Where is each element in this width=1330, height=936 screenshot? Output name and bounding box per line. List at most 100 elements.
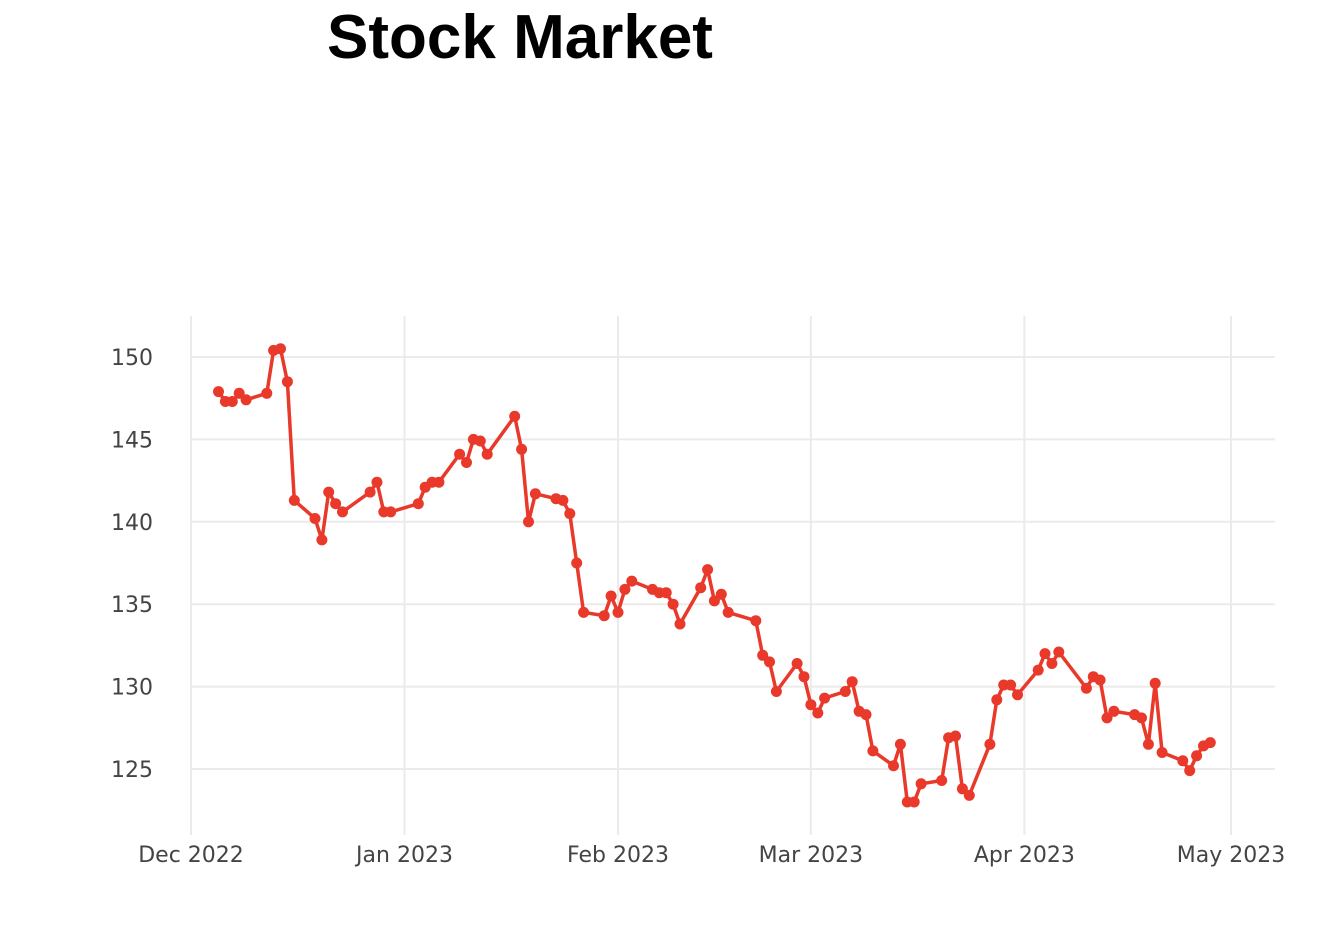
data-point[interactable] <box>956 783 968 795</box>
data-point[interactable] <box>281 376 293 388</box>
data-point[interactable] <box>750 615 762 627</box>
data-point[interactable] <box>908 796 920 808</box>
data-point[interactable] <box>757 649 769 661</box>
data-point[interactable] <box>288 494 300 506</box>
x-tick-label: Dec 2022 <box>138 843 244 868</box>
data-point[interactable] <box>385 506 397 518</box>
data-point[interactable] <box>523 516 534 528</box>
data-point[interactable] <box>963 789 975 801</box>
data-point[interactable] <box>770 686 782 697</box>
data-point[interactable] <box>1184 765 1196 777</box>
x-tick-label: Mar 2023 <box>759 843 864 868</box>
data-point[interactable] <box>1005 679 1017 691</box>
data-point[interactable] <box>619 583 631 595</box>
data-point[interactable] <box>867 745 879 757</box>
data-point[interactable] <box>412 498 424 510</box>
data-point[interactable] <box>936 775 948 786</box>
data-point[interactable] <box>371 476 383 488</box>
data-point[interactable] <box>1149 677 1161 689</box>
data-point[interactable] <box>578 606 590 618</box>
data-point[interactable] <box>316 534 328 546</box>
data-point[interactable] <box>950 730 961 742</box>
data-point[interactable] <box>330 498 342 510</box>
data-point[interactable] <box>1101 712 1113 724</box>
data-point[interactable] <box>1094 674 1106 686</box>
data-point[interactable] <box>226 396 238 407</box>
data-point[interactable] <box>1177 755 1189 767</box>
data-point[interactable] <box>1032 664 1044 676</box>
data-point[interactable] <box>481 448 493 460</box>
data-point[interactable] <box>433 476 445 488</box>
data-point[interactable] <box>819 692 831 704</box>
y-tick-label: 140 <box>111 511 153 536</box>
y-tick-label: 145 <box>111 428 153 453</box>
series-layer <box>213 343 1216 808</box>
data-point[interactable] <box>1080 682 1092 694</box>
data-point[interactable] <box>894 738 906 750</box>
data-point[interactable] <box>364 486 376 498</box>
data-point[interactable] <box>1156 747 1168 758</box>
y-tick-label: 125 <box>111 758 153 783</box>
data-point[interactable] <box>846 676 858 688</box>
data-point[interactable] <box>516 443 528 455</box>
data-point[interactable] <box>984 738 996 750</box>
data-point[interactable] <box>708 595 720 607</box>
data-point[interactable] <box>791 658 803 669</box>
data-point[interactable] <box>1046 658 1058 669</box>
data-point[interactable] <box>598 610 610 622</box>
data-point[interactable] <box>888 760 899 772</box>
y-tick-label: 150 <box>111 346 153 371</box>
data-point[interactable] <box>529 488 541 500</box>
data-point[interactable] <box>309 513 321 524</box>
data-point[interactable] <box>261 387 273 399</box>
data-point[interactable] <box>764 656 775 668</box>
y-tick-label: 130 <box>111 676 153 701</box>
x-tick-label: Feb 2023 <box>567 843 669 868</box>
data-point[interactable] <box>1142 738 1154 750</box>
data-point[interactable] <box>695 582 707 594</box>
data-point[interactable] <box>839 686 851 697</box>
data-point[interactable] <box>323 486 335 498</box>
data-point[interactable] <box>571 557 583 569</box>
data-point[interactable] <box>1204 737 1216 749</box>
axis-labels: Dec 2022 Jan 2023 Feb 2023 Mar 2023 Apr 2023… <box>111 346 1285 868</box>
data-point[interactable] <box>660 587 672 599</box>
data-point[interactable] <box>240 394 252 406</box>
data-point[interactable] <box>667 598 679 610</box>
data-point[interactable] <box>702 564 714 576</box>
data-point[interactable] <box>1191 750 1203 762</box>
y-tick-label: 135 <box>111 593 153 618</box>
data-point[interactable] <box>564 508 576 520</box>
data-point[interactable] <box>1053 646 1065 658</box>
data-point[interactable] <box>233 387 245 399</box>
data-point[interactable] <box>715 588 727 600</box>
data-point[interactable] <box>275 343 286 355</box>
data-point[interactable] <box>860 709 872 721</box>
data-point[interactable] <box>213 386 224 398</box>
data-point[interactable] <box>605 590 617 602</box>
data-point[interactable] <box>1136 712 1147 724</box>
data-point[interactable] <box>805 699 817 711</box>
data-point[interactable] <box>557 494 569 506</box>
data-point[interactable] <box>722 606 734 618</box>
data-point[interactable] <box>674 618 686 630</box>
data-point[interactable] <box>474 435 486 447</box>
data-point[interactable] <box>454 448 466 460</box>
data-point[interactable] <box>1108 705 1120 717</box>
x-tick-label: May 2023 <box>1177 843 1285 868</box>
chart-title: Stock Market <box>327 3 713 72</box>
data-point[interactable] <box>509 410 521 422</box>
data-point[interactable] <box>1039 648 1051 660</box>
data-point[interactable] <box>915 778 927 790</box>
data-point[interactable] <box>991 694 1003 706</box>
data-point[interactable] <box>1012 689 1023 701</box>
data-point[interactable] <box>337 506 348 518</box>
data-point[interactable] <box>812 707 824 719</box>
data-point[interactable] <box>612 606 624 618</box>
series-line <box>217 347 1212 804</box>
data-point[interactable] <box>798 671 810 683</box>
data-point[interactable] <box>626 575 638 587</box>
data-point[interactable] <box>461 457 472 468</box>
grid-lines <box>190 316 1275 835</box>
